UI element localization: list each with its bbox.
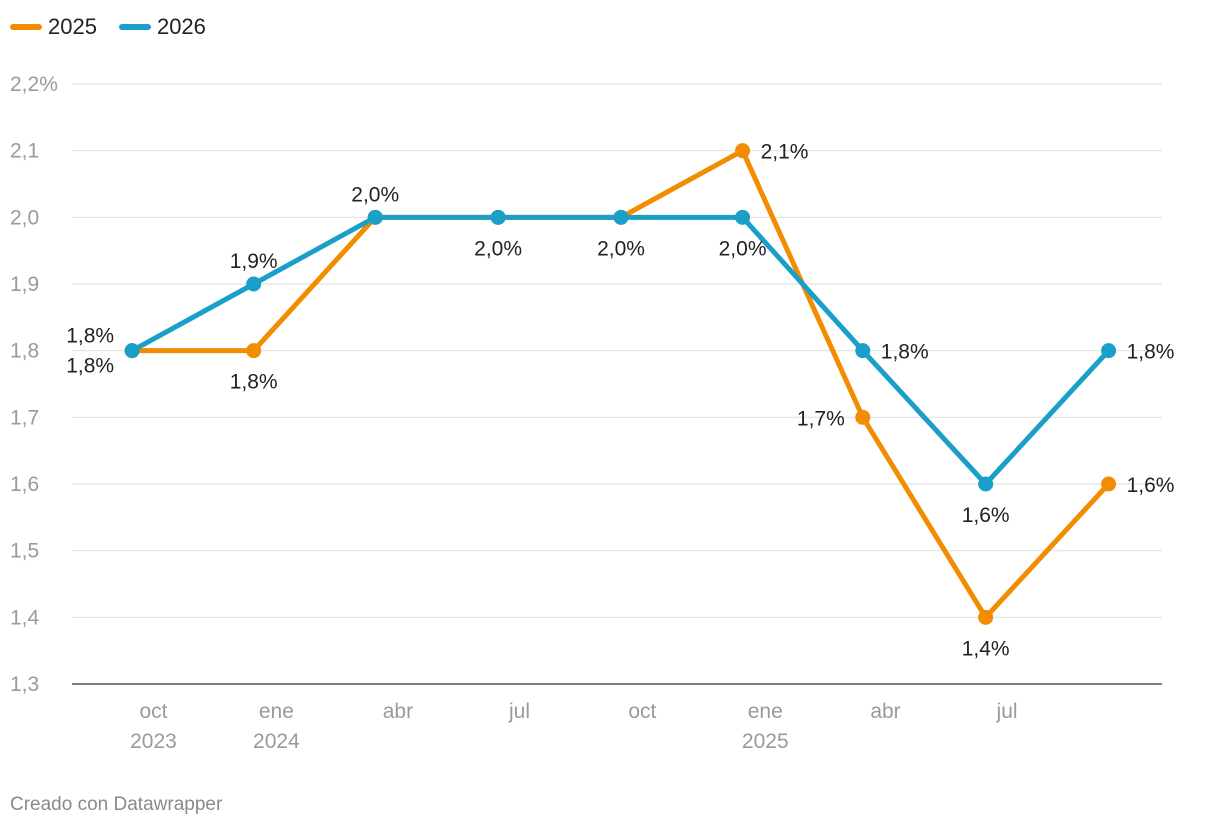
data-label-2025: 1,7% xyxy=(797,407,845,430)
x-tick-label: oct xyxy=(139,700,167,723)
y-tick-label: 1,9 xyxy=(10,273,39,296)
data-point-2026 xyxy=(735,209,751,225)
y-tick-label: 1,6 xyxy=(10,473,39,496)
data-point-2026 xyxy=(855,343,871,359)
data-point-2025 xyxy=(246,343,262,359)
data-point-2025 xyxy=(978,609,994,625)
data-label-2026: 2,0% xyxy=(719,237,767,260)
y-tick-label: 1,3 xyxy=(10,673,39,696)
data-point-2025 xyxy=(1101,476,1117,492)
footer-credit: Creado con Datawrapper xyxy=(10,794,223,815)
data-label-2026: 2,0% xyxy=(351,183,399,206)
data-label-2026: 1,9% xyxy=(230,250,278,273)
x-tick-label: oct xyxy=(628,700,656,723)
y-tick-label: 2,1 xyxy=(10,140,39,163)
x-tick-label: jul xyxy=(508,700,530,723)
y-tick-label: 2,0 xyxy=(10,206,39,229)
data-point-2025 xyxy=(735,143,751,159)
data-label-2025: 1,4% xyxy=(962,637,1010,660)
data-point-2026 xyxy=(978,476,994,492)
legend-swatch-2025 xyxy=(10,24,42,30)
data-point-2026 xyxy=(246,276,262,292)
legend-swatch-2026 xyxy=(118,24,151,30)
data-point-2026 xyxy=(124,343,140,359)
data-label-2025: 1,8% xyxy=(230,371,278,394)
data-point-2026 xyxy=(613,209,629,225)
legend-label-2026: 2026 xyxy=(156,14,206,39)
x-tick-label: ene xyxy=(259,700,294,723)
y-tick-label: 1,4 xyxy=(10,606,40,629)
x-tick-label: 2023 xyxy=(130,730,177,753)
x-tick-label: 2025 xyxy=(742,730,789,753)
data-label-2026: 2,0% xyxy=(597,237,645,260)
data-label-2025: 1,6% xyxy=(1127,474,1175,497)
data-label-2025: 1,8% xyxy=(66,355,114,378)
data-point-2026 xyxy=(490,209,506,225)
x-tick-label: jul xyxy=(996,700,1018,723)
data-label-2025: 2,1% xyxy=(761,141,809,164)
y-tick-label: 1,8 xyxy=(10,340,39,363)
x-tick-label: abr xyxy=(383,700,413,723)
data-label-2026: 1,8% xyxy=(1127,341,1175,364)
legend-item-2026[interactable]: 2026 xyxy=(118,14,206,40)
legend-label-2025: 2025 xyxy=(48,14,97,39)
x-tick-label: abr xyxy=(870,700,900,723)
y-tick-label: 1,5 xyxy=(10,540,39,563)
data-label-2026: 1,8% xyxy=(66,325,114,348)
y-tick-label: 1,7 xyxy=(10,406,39,429)
data-label-2026: 1,8% xyxy=(881,341,929,364)
x-tick-label: ene xyxy=(748,700,783,723)
legend: 2025 2026 xyxy=(10,14,228,40)
line-chart: 2,2% 2,1 2,0 1,9 1,8 1,7 1,6 1,5 1,4 1,3 oct 2023 en… xyxy=(10,73,1175,753)
data-point-2026 xyxy=(367,209,383,225)
data-label-2026: 1,6% xyxy=(962,504,1010,527)
legend-item-2025[interactable]: 2025 xyxy=(10,14,97,40)
y-tick-label: 2,2% xyxy=(10,73,58,96)
x-tick-label: 2024 xyxy=(253,730,300,753)
data-point-2026 xyxy=(1101,343,1117,359)
data-point-2025 xyxy=(855,409,871,425)
data-label-2026: 2,0% xyxy=(474,237,522,260)
